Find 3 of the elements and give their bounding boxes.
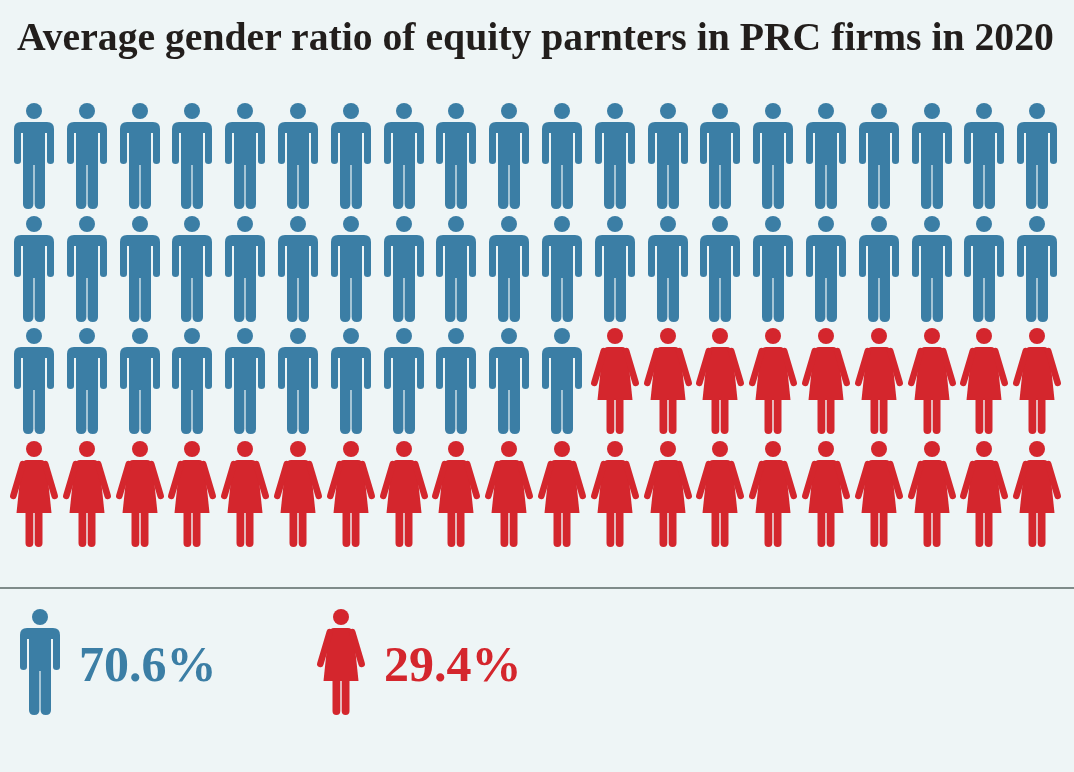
text: Average gender ratio of equity parnters in PRC firms in 2020 bbox=[17, 15, 1054, 59]
data-label: 29.4% bbox=[384, 636, 522, 692]
data-label: 70.6% bbox=[79, 636, 217, 692]
